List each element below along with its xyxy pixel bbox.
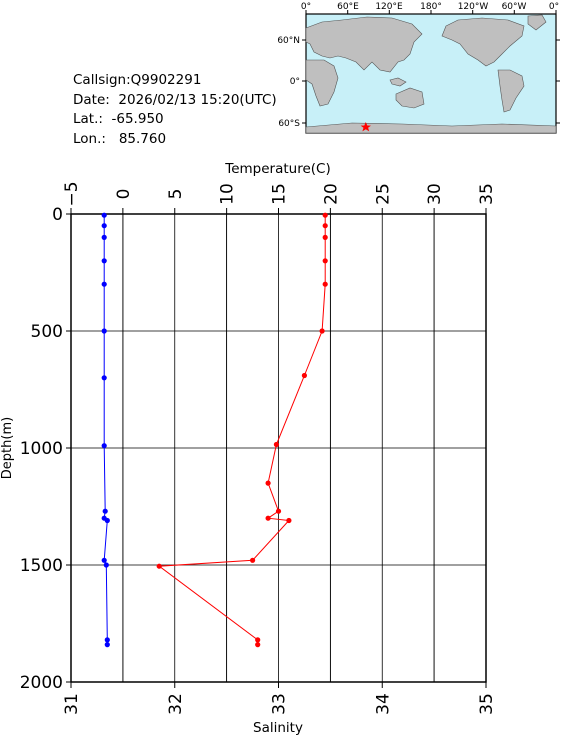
top-tick-label: 15: [270, 183, 290, 205]
map-lon-label: 120°E: [375, 2, 403, 12]
top-tick-label: 10: [218, 183, 238, 205]
callsign-text: Callsign:Q9902291: [73, 72, 202, 88]
temperature-point: [101, 281, 107, 287]
longitude-text: Lon.: 85.760: [73, 130, 167, 147]
temperature-point: [104, 642, 110, 648]
date-text: Date: 2026/02/13 15:20(UTC): [73, 91, 277, 108]
salinity-point: [275, 508, 282, 514]
temperature-point: [104, 637, 110, 643]
temperature-point: [101, 328, 107, 334]
salinity-point: [250, 557, 256, 563]
bottom-tick-label: 31: [62, 693, 82, 715]
bottom-axis-title: Salinity: [253, 720, 303, 736]
salinity-point: [286, 517, 292, 524]
salinity-point: [255, 642, 261, 648]
map-lon-label: 120°W: [458, 2, 489, 12]
bottom-tick-label: 35: [477, 693, 497, 715]
location-map: 0° 60°E 120°E 180° 120°W 60°W 0° 60°N 0°…: [272, 0, 564, 154]
salinity-point: [265, 480, 271, 486]
y-tick-label: 500: [31, 322, 63, 342]
salinity-point: [255, 637, 261, 643]
top-axis-title: Temperature(C): [224, 161, 330, 177]
temperature-point: [101, 557, 107, 563]
salinity-point: [322, 223, 328, 229]
salinity-point: [322, 234, 328, 240]
y-axis-title: Depth(m): [0, 417, 15, 479]
temperature-point: [101, 234, 107, 240]
temperature-point: [103, 562, 109, 568]
star-icon: [360, 122, 371, 132]
map-lon-label: 0°: [549, 2, 559, 12]
y-tick-label: 0: [52, 205, 63, 225]
salinity-line: [157, 215, 326, 645]
map-lat-label: 60°N: [277, 36, 300, 46]
salinity-point: [319, 328, 325, 334]
bottom-tick-label: 34: [373, 693, 393, 715]
salinity-point: [156, 563, 162, 569]
profile-chart: −5 0 5 10 15 20 25 30 35 31 32 33 34 35 0 500 1000 1500 20…: [0, 160, 564, 740]
y-tick-label: 1500: [20, 556, 63, 576]
salinity-point: [265, 515, 271, 521]
map-lon-label: 0°: [301, 2, 311, 12]
bottom-tick-label: 33: [270, 693, 290, 715]
bottom-tick-label: 32: [166, 693, 186, 715]
map-lon-label: 60°E: [337, 2, 359, 12]
salinity-point: [322, 258, 328, 264]
map-land: [305, 14, 557, 134]
map-lon-label: 180°: [420, 2, 442, 12]
map-lon-label: 60°W: [502, 2, 527, 12]
top-tick-label: 25: [373, 183, 393, 205]
temperature-point: [101, 212, 107, 218]
temperature-line: [103, 215, 108, 645]
y-tick-label: 1000: [20, 439, 63, 459]
map-lat-ticks: [302, 39, 560, 124]
temperature-point: [101, 375, 107, 381]
temperature-point: [101, 258, 107, 264]
temperature-point: [101, 443, 107, 449]
latitude-text: Lat.: -65.950: [73, 111, 164, 127]
salinity-point: [301, 372, 307, 379]
top-tick-label: −5: [62, 181, 82, 206]
temperature-point: [101, 223, 107, 229]
temperature-point: [104, 517, 110, 524]
temperature-point: [102, 508, 108, 514]
salinity-point: [322, 212, 328, 218]
y-tick-label: 2000: [20, 673, 63, 693]
top-tick-label: 30: [425, 183, 445, 205]
float-info-block: Callsign:Q9902291 Date: 2026/02/13 15:20…: [73, 71, 277, 149]
top-tick-label: 35: [477, 183, 497, 205]
top-tick-label: 5: [166, 189, 186, 200]
map-lat-label: 60°S: [278, 119, 300, 129]
map-lon-ticks: [305, 10, 557, 14]
top-tick-label: 20: [321, 183, 341, 205]
salinity-point: [273, 441, 279, 448]
top-tick-label: 0: [114, 189, 134, 200]
salinity-point: [322, 281, 328, 287]
map-lat-label: 0°: [290, 77, 300, 87]
